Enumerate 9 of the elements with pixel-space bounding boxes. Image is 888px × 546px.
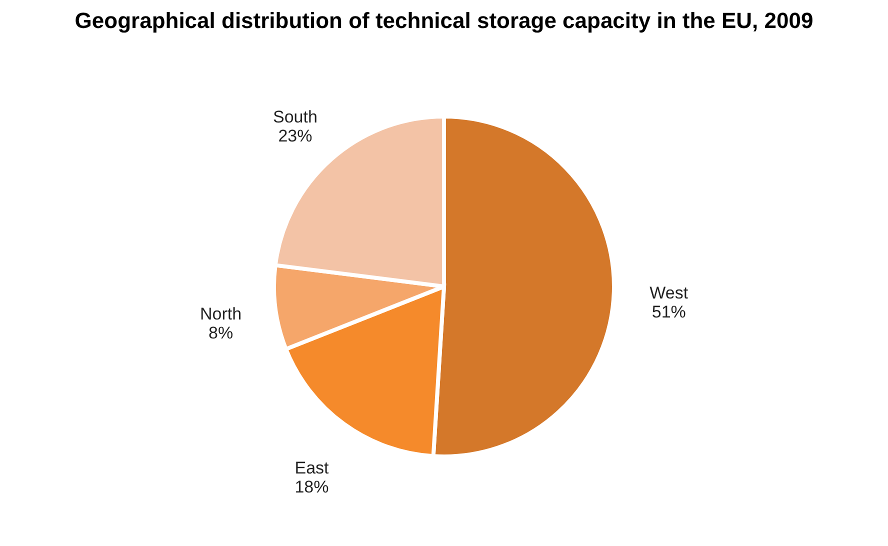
slice-label: East [294,458,330,478]
data-label: 23% [278,126,312,146]
chart-title: Geographical distribution of technical storage capacity in the EU, 2009 [74,8,814,33]
data-label: 18% [294,478,329,497]
slice-label: South [272,108,318,127]
slice-label: North [200,304,242,324]
data-label: 51% [652,302,686,322]
data-label: 8% [208,324,234,343]
slice-label: West [650,284,688,303]
